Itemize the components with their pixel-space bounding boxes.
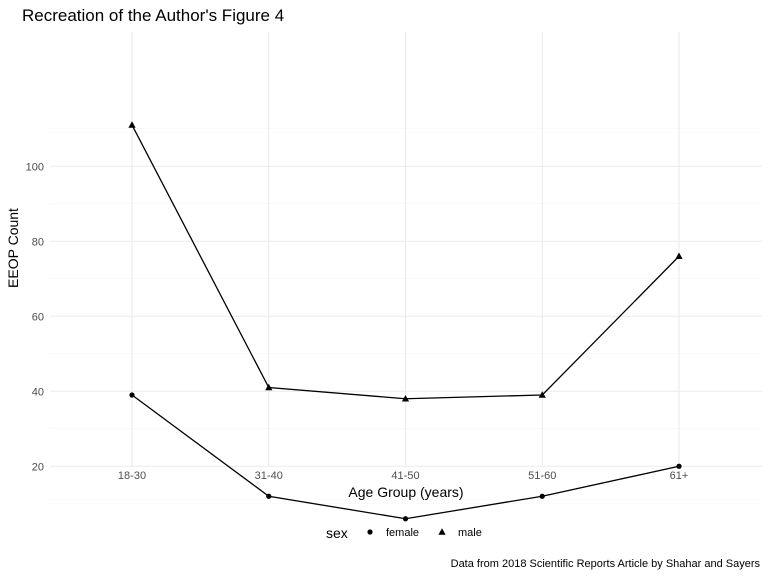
y-tick-label: 60 [32,311,44,323]
legend-entry-male: male [438,527,482,539]
legend: sex female male [326,525,482,541]
legend-label: male [458,527,482,539]
y-tick-label: 80 [32,236,44,248]
series-female [129,392,682,522]
series-layer [128,121,683,522]
legend-entry-female: female [367,527,419,539]
y-tick-label: 100 [26,161,44,173]
y-tick-label: 20 [32,461,44,473]
chart-caption: Data from 2018 Scientific Reports Articl… [451,558,761,570]
x-tick-label: 18-30 [118,470,146,482]
legend-title: sex [326,525,348,541]
x-axis-title: Age Group (years) [348,484,463,500]
legend-key-female [367,529,373,535]
x-tick-label: 31-40 [255,470,283,482]
legend-label: female [386,527,419,539]
data-point-female [129,392,135,398]
data-point-male [128,121,136,128]
legend-entries: female male [367,527,482,539]
grid-layer [50,32,762,505]
chart-title: Recreation of the Author's Figure 4 [22,6,284,25]
legend-key-male [438,528,446,535]
y-tick-label: 40 [32,386,44,398]
data-point-male [538,391,546,398]
x-tick-label: 61+ [670,470,689,482]
data-point-female [266,493,272,499]
data-point-female [539,493,545,499]
x-tick-label: 41-50 [391,470,419,482]
axis-layer: 20 40 60 80 100 18-30 31-40 41-50 51-60 61+ [26,161,689,482]
data-point-male [401,394,410,402]
data-point-male [675,252,683,259]
series-male [128,121,683,402]
x-tick-label: 51-60 [528,470,556,482]
data-point-female [676,463,682,469]
data-point-male [265,383,273,391]
data-point-female [402,516,409,522]
y-axis-title: EEOP Count [5,208,21,288]
